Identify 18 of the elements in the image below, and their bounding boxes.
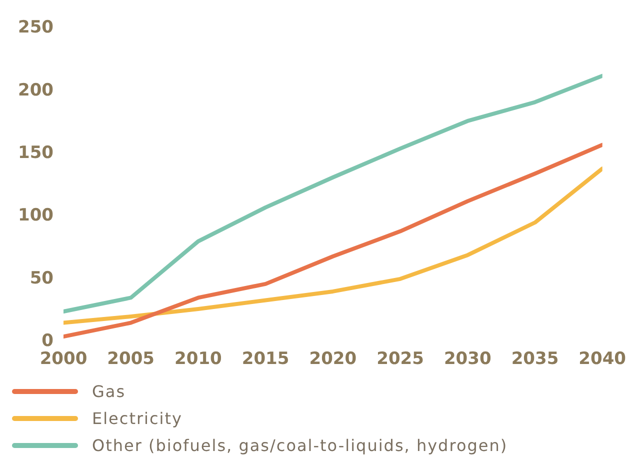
legend-label: Other (biofuels, gas/coal-to-liquids, hydrogen) <box>92 436 508 455</box>
x-tick-label: 2035 <box>511 349 559 370</box>
y-tick-label: 0 <box>42 331 54 352</box>
x-tick-label: 2000 <box>40 349 88 370</box>
y-tick-label: 250 <box>18 18 54 38</box>
y-tick-label: 150 <box>18 142 54 163</box>
legend-label: Gas <box>92 382 126 401</box>
x-tick-label: 2030 <box>444 349 492 370</box>
x-tick-label: 2040 <box>578 349 626 370</box>
y-tick-label: 100 <box>18 206 54 226</box>
y-tick-label: 50 <box>30 268 54 288</box>
x-tick-label: 2025 <box>376 349 424 370</box>
x-tick-label: 2015 <box>242 349 290 370</box>
y-tick-label: 200 <box>18 80 54 100</box>
legend-label: Electricity <box>92 409 182 428</box>
x-tick-label: 2010 <box>174 349 222 370</box>
x-tick-label: 2020 <box>309 349 357 370</box>
x-tick-label: 2005 <box>107 349 155 370</box>
